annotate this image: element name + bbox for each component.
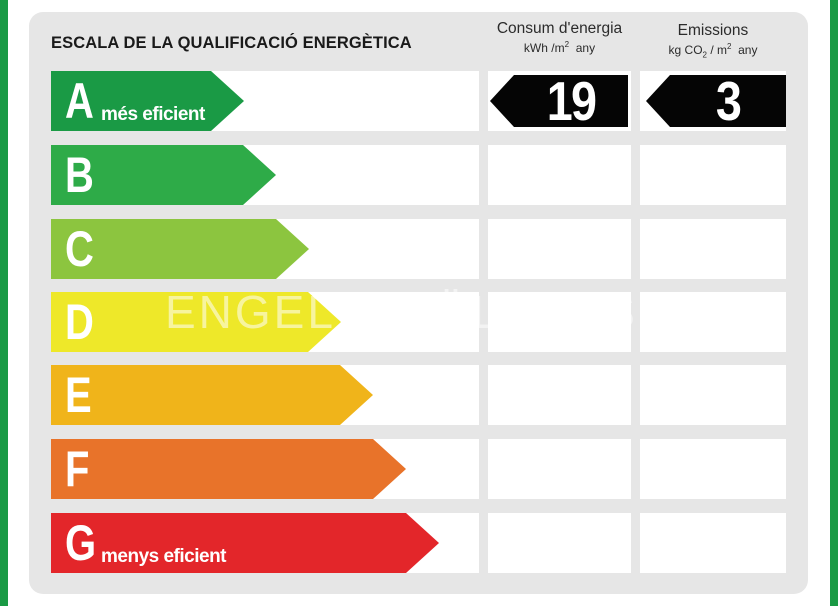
consumption-unit-tail: any [575,41,596,55]
emissions-unit: kg CO2 / m2 any [640,42,786,60]
emissions-cell-b [640,145,786,205]
watermark: ENGEL & VÖLKERS [165,286,638,338]
left-green-edge [0,0,8,606]
class-arrow-e: E [51,365,373,425]
emissions-header: Emissions kg CO2 / m2 any [640,22,786,60]
class-letter-d: D [65,294,94,350]
class-letter-c: C [65,221,94,277]
consumption-unit-main: kWh /m [523,41,565,55]
emissions-cell-c [640,219,786,279]
class-caption-g: menys eficient [101,546,226,567]
emissions-cell-e [640,365,786,425]
consumption-cell-d [488,292,631,352]
emissions-unit-a: kg CO [668,43,703,57]
class-arrow-b: B [51,145,276,205]
class-letter-e: E [65,367,92,423]
right-green-edge [830,0,838,606]
class-letter-g: G [65,515,97,571]
consumption-label: Consum d'energia [496,20,623,37]
consumption-value-badge: 19 [490,75,628,127]
emissions-label: Emissions [677,22,749,39]
emissions-unit-sup: 2 [726,42,732,51]
class-letter-f: F [65,441,90,497]
consumption-cell-g [488,513,631,573]
consumption-value: 19 [546,70,597,132]
consumption-header: Consum d'energia kWh /m2 any [488,20,631,55]
class-letter-a: A [65,73,94,129]
consumption-cell-e [488,365,631,425]
emissions-unit-b: / m [706,43,727,57]
consumption-cell-b [488,145,631,205]
emissions-cell-f [640,439,786,499]
emissions-cell-d [640,292,786,352]
class-arrow-d: D [51,292,341,352]
emissions-value: 3 [715,70,742,132]
emissions-value-badge: 3 [646,75,786,127]
emissions-cell-g [640,513,786,573]
consumption-cell-a: 19 [488,71,631,131]
emissions-cell-a: 3 [640,71,786,131]
consumption-cell-f [488,439,631,499]
consumption-unit: kWh /m2 any [488,40,631,56]
consumption-cell-c [488,219,631,279]
consumption-unit-sup: 2 [564,40,570,49]
emissions-unit-tail: any [738,43,758,57]
class-arrow-f: F [51,439,406,499]
emissions-unit-sub: 2 [702,50,707,60]
scale-title: ESCALA DE LA QUALIFICACIÓ ENERGÈTICA [51,34,412,52]
class-caption-a: més eficient [101,104,205,125]
class-arrow-c: C [51,219,309,279]
class-letter-b: B [65,147,94,203]
